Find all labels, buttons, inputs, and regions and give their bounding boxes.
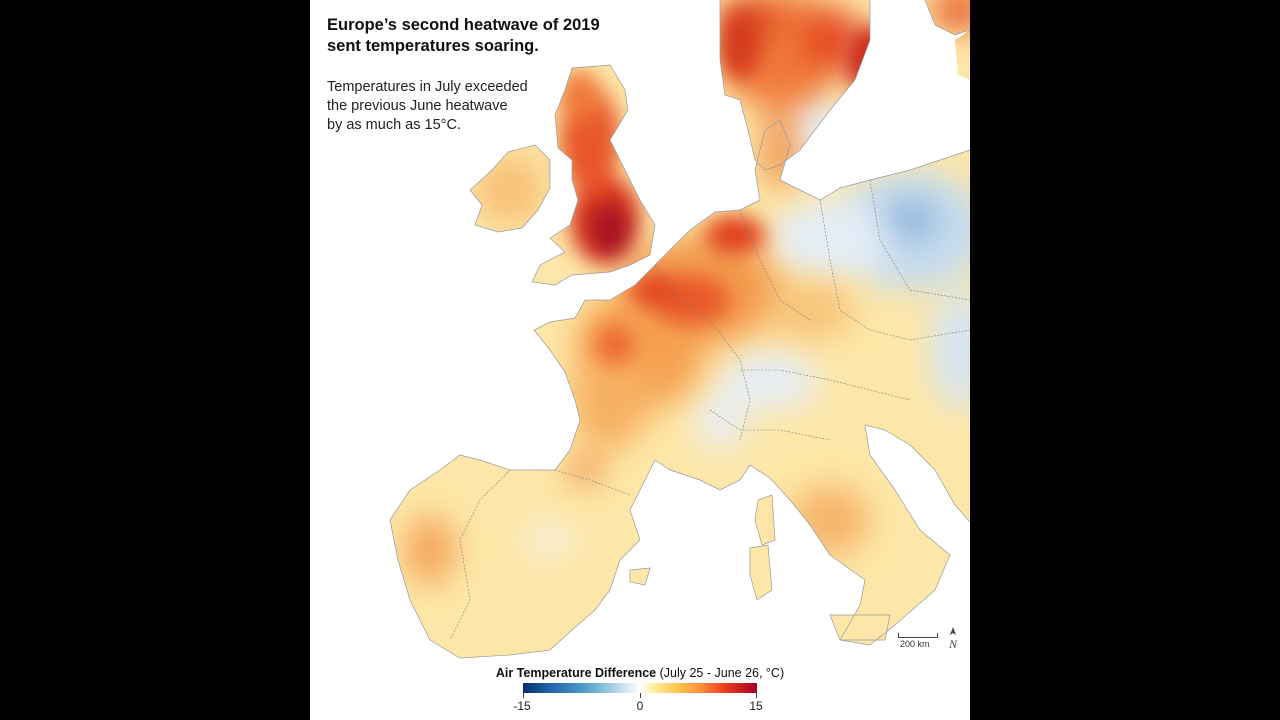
subtitle-line-2: the previous June heatwave xyxy=(327,98,508,114)
temperature-map xyxy=(310,0,970,662)
legend-label-max: 15 xyxy=(749,699,763,713)
legend-colorbar xyxy=(523,683,757,693)
legend-label-mid: 0 xyxy=(636,699,644,713)
scale-bar-label: 200 km xyxy=(900,639,930,649)
legend-tick-mid xyxy=(640,693,641,698)
legend-title-rest: (July 25 - June 26, °C) xyxy=(656,666,785,680)
map-panel: Europe’s second heatwave of 2019 sent te… xyxy=(310,0,970,720)
north-label: N xyxy=(948,637,958,651)
legend-title-bold: Air Temperature Difference xyxy=(495,666,657,680)
legend-title: Air Temperature Difference (July 25 - Ju… xyxy=(310,666,970,680)
subtitle-line-1: Temperatures in July exceeded xyxy=(327,79,528,95)
subtitle-line-3: by as much as 15°C. xyxy=(327,117,461,133)
title-line-2: sent temperatures soaring. xyxy=(327,37,539,55)
legend-tick-min xyxy=(523,693,524,698)
legend-label-min: -15 xyxy=(513,699,531,713)
map-subtitle: Temperatures in July exceeded the previo… xyxy=(327,78,587,135)
north-arrow-icon: N xyxy=(948,627,958,651)
map-title: Europe’s second heatwave of 2019 sent te… xyxy=(327,15,657,57)
title-line-1: Europe’s second heatwave of 2019 xyxy=(327,16,600,34)
legend: Air Temperature Difference (July 25 - Ju… xyxy=(310,662,970,720)
country-borders xyxy=(449,179,970,641)
scale-bar: 200 km xyxy=(898,627,948,651)
legend-tick-max xyxy=(756,693,757,698)
scale-bar-line xyxy=(898,633,938,638)
